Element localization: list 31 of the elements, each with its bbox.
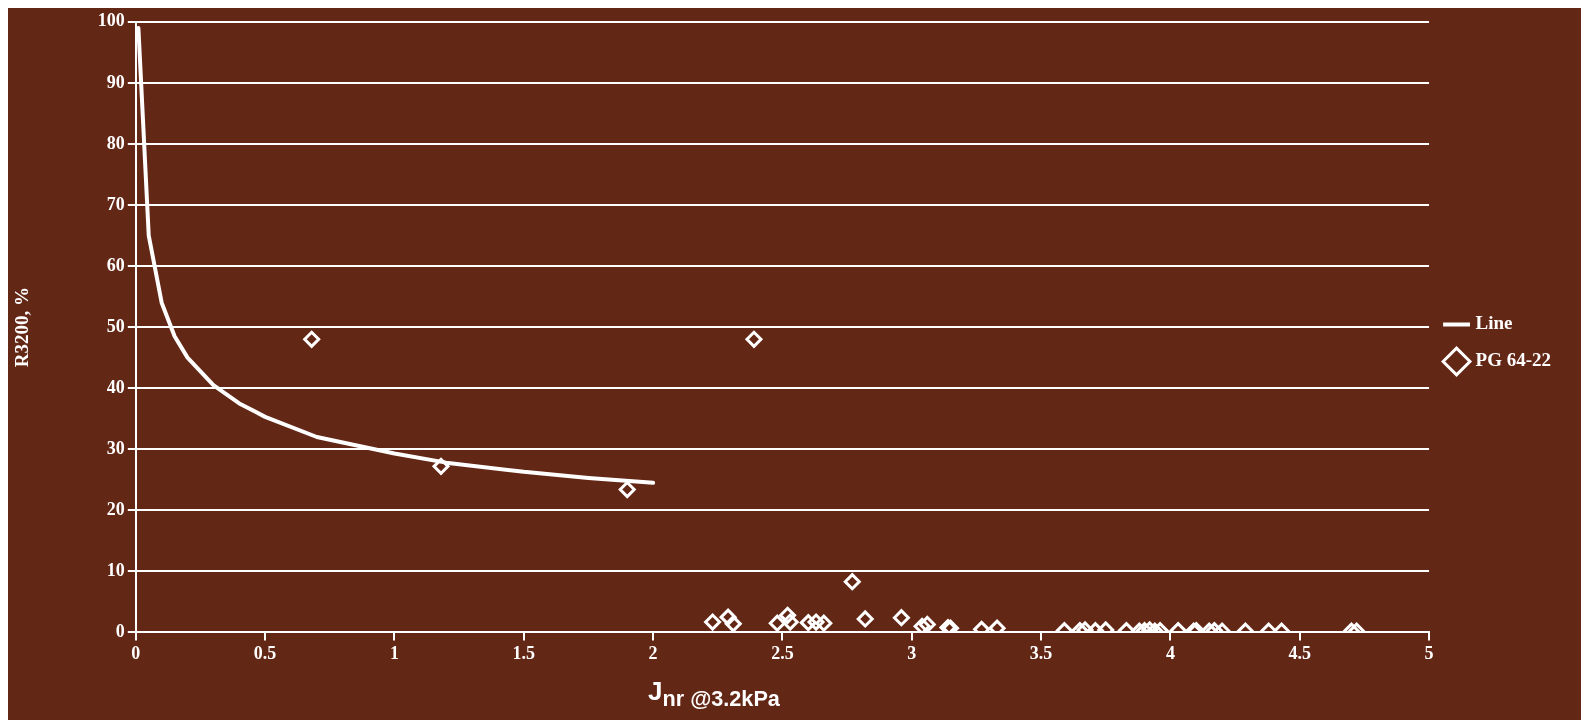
y-tick-label: 20 [106,498,125,519]
legend-label: PG 64-22 [1475,349,1552,371]
x-tick-label: 4.5 [1288,642,1311,663]
x-tick-label: 2.5 [771,642,794,663]
x-tick-label: 0 [131,642,141,663]
x-tick-label: 0.5 [253,642,277,663]
x-tick-label: 5 [1424,642,1434,663]
y-tick-label: 60 [106,254,125,275]
y-tick-label: 10 [106,560,125,580]
y-tick-label: 30 [106,437,125,458]
y-tick-label: 0 [115,621,125,642]
y-tick-label: 50 [106,315,125,336]
x-tick-label: 2 [648,642,658,663]
x-axis-title: J$_{nr @3.2kPa}$ [648,676,780,713]
y-axis-title: R3200, % [11,286,33,368]
x-tick-label: 1.5 [512,642,536,663]
y-tick-label: 90 [106,71,125,92]
y-tick-label: 80 [106,132,125,153]
y-tick-label: 100 [97,10,125,31]
point [913,617,931,633]
point [432,457,450,475]
x-tick-label: 1 [389,642,399,663]
x-tick-label: 3.5 [1029,642,1053,663]
y-tick-label: 70 [106,193,125,214]
x-tick-label: 4 [1165,642,1175,663]
point [745,330,763,348]
x-tick-label: 3 [907,642,917,663]
y-tick-label: 40 [106,376,125,397]
point [988,619,1006,633]
point [303,330,321,348]
legend-label: Line [1475,312,1513,334]
